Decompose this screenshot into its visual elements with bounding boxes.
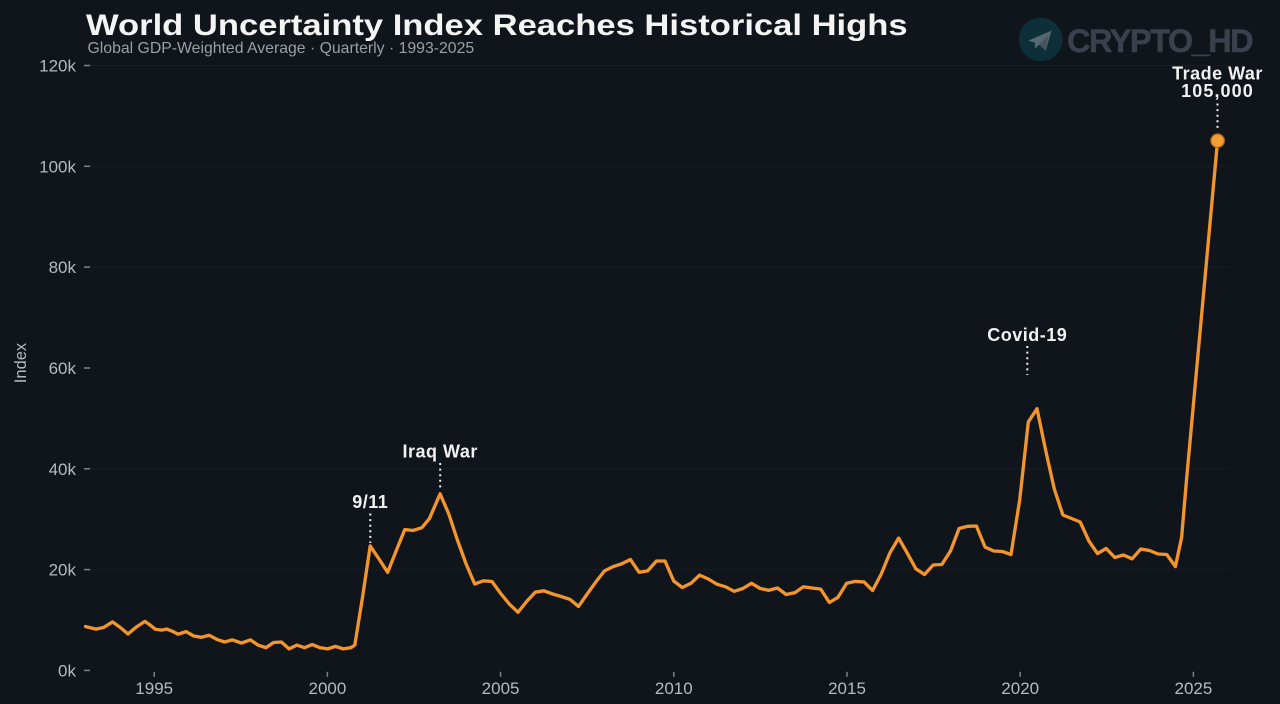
svg-text:Covid-19: Covid-19 <box>987 325 1067 345</box>
svg-text:Global GDP-Weighted Average ·: Global GDP-Weighted Average · Quarterly … <box>88 40 475 57</box>
svg-text:2025: 2025 <box>1174 679 1212 698</box>
svg-text:Index: Index <box>12 342 30 383</box>
svg-text:2020: 2020 <box>1001 679 1039 698</box>
svg-text:60k: 60k <box>49 359 77 378</box>
svg-text:9/11: 9/11 <box>352 492 388 512</box>
svg-text:40k: 40k <box>49 460 77 479</box>
svg-text:2005: 2005 <box>482 679 520 698</box>
svg-text:80k: 80k <box>49 258 77 277</box>
svg-text:100k: 100k <box>39 157 76 176</box>
svg-text:1995: 1995 <box>135 679 173 698</box>
svg-text:World Uncertainty Index Reache: World Uncertainty Index Reaches Historic… <box>86 8 908 41</box>
svg-text:CRYPTO_HD: CRYPTO_HD <box>1067 23 1253 59</box>
svg-text:2000: 2000 <box>308 679 346 698</box>
svg-text:0k: 0k <box>58 661 76 680</box>
svg-text:2015: 2015 <box>828 679 866 698</box>
svg-text:Iraq War: Iraq War <box>403 442 478 462</box>
svg-text:120k: 120k <box>39 57 76 76</box>
svg-text:20k: 20k <box>49 561 77 580</box>
svg-text:Trade War: Trade War <box>1172 64 1263 84</box>
svg-text:2010: 2010 <box>655 679 693 698</box>
svg-text:105,000: 105,000 <box>1181 81 1254 101</box>
